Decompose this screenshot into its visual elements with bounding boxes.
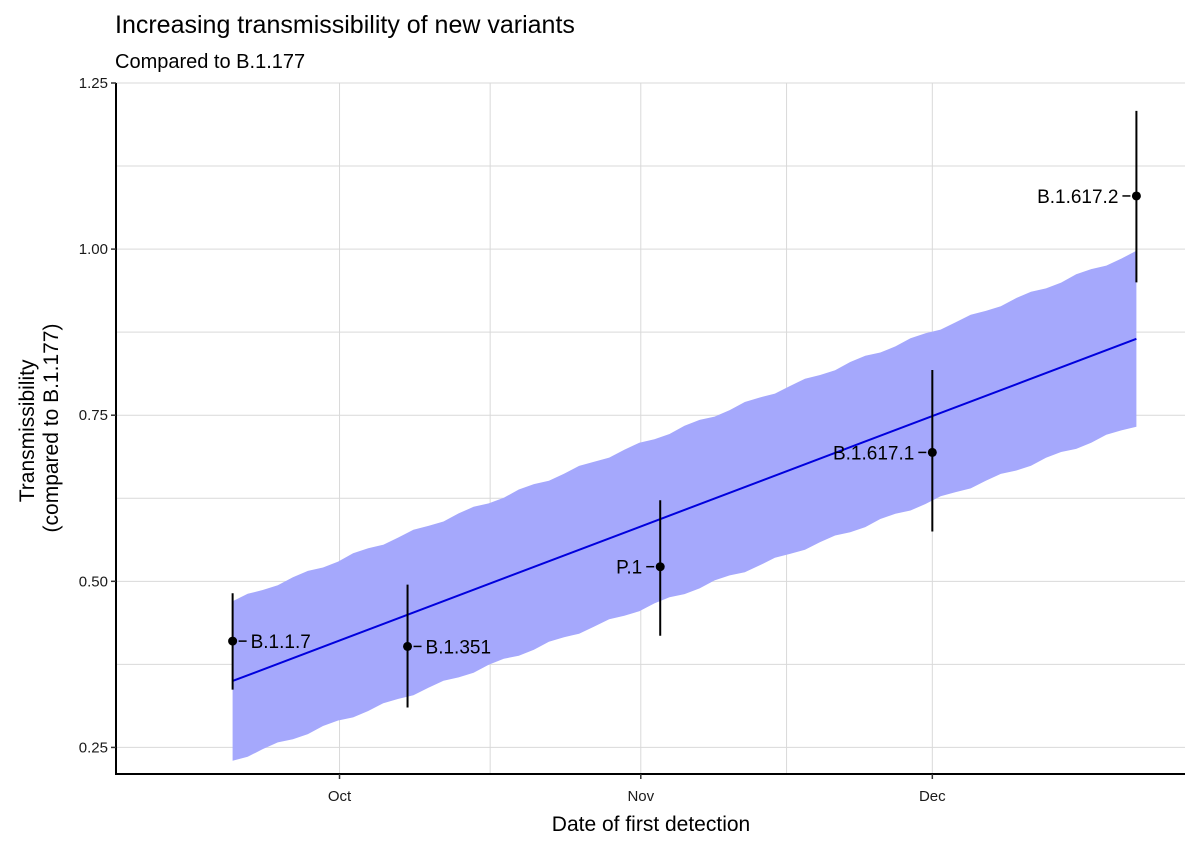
x-axis-title: Date of first detection	[552, 813, 750, 836]
data-point	[1131, 191, 1141, 201]
point-label: B.1.617.2	[1037, 187, 1118, 208]
x-tick-label: Oct	[328, 788, 352, 805]
y-tick-label: 1.25	[79, 75, 108, 92]
y-tick-label: 0.50	[79, 573, 108, 590]
y-axis-title-line-1: Transmissibility	[16, 359, 39, 502]
y-tick-label: 0.25	[79, 739, 108, 756]
y-axis-title-line-2: (compared to B.1.177)	[40, 324, 63, 533]
trend-line-group	[232, 337, 1137, 682]
chart-subtitle: Compared to B.1.177	[115, 51, 305, 73]
chart-title: Increasing transmissibility of new varia…	[115, 11, 575, 39]
point-label: P.1	[616, 558, 642, 579]
trend-line	[232, 337, 1137, 682]
x-tick-label: Nov	[627, 788, 654, 805]
x-tick-label: Dec	[919, 788, 946, 805]
y-tick-label: 1.00	[79, 241, 108, 258]
data-points: B.1.1.7 B.1.351 P.1 B.1.617.1 B.1.617.2	[228, 110, 1141, 708]
axes: 0.25 0.50 0.75 1.00 1.25 Oct Nov Dec	[79, 75, 1185, 805]
confidence-band	[232, 250, 1137, 761]
point-label: B.1.617.1	[833, 443, 914, 464]
data-point	[403, 641, 413, 651]
confidence-band-area	[232, 250, 1137, 761]
point-label: B.1.351	[426, 637, 492, 658]
y-axis-title: Transmissibility (compared to B.1.177)	[16, 324, 63, 533]
data-point	[655, 562, 665, 572]
data-point	[228, 636, 238, 646]
y-tick-label: 0.75	[79, 407, 108, 424]
point-label: B.1.1.7	[251, 632, 311, 653]
data-point	[927, 447, 937, 457]
